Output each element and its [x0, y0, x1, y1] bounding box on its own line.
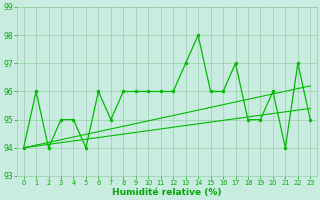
X-axis label: Humidité relative (%): Humidité relative (%) — [112, 188, 222, 197]
